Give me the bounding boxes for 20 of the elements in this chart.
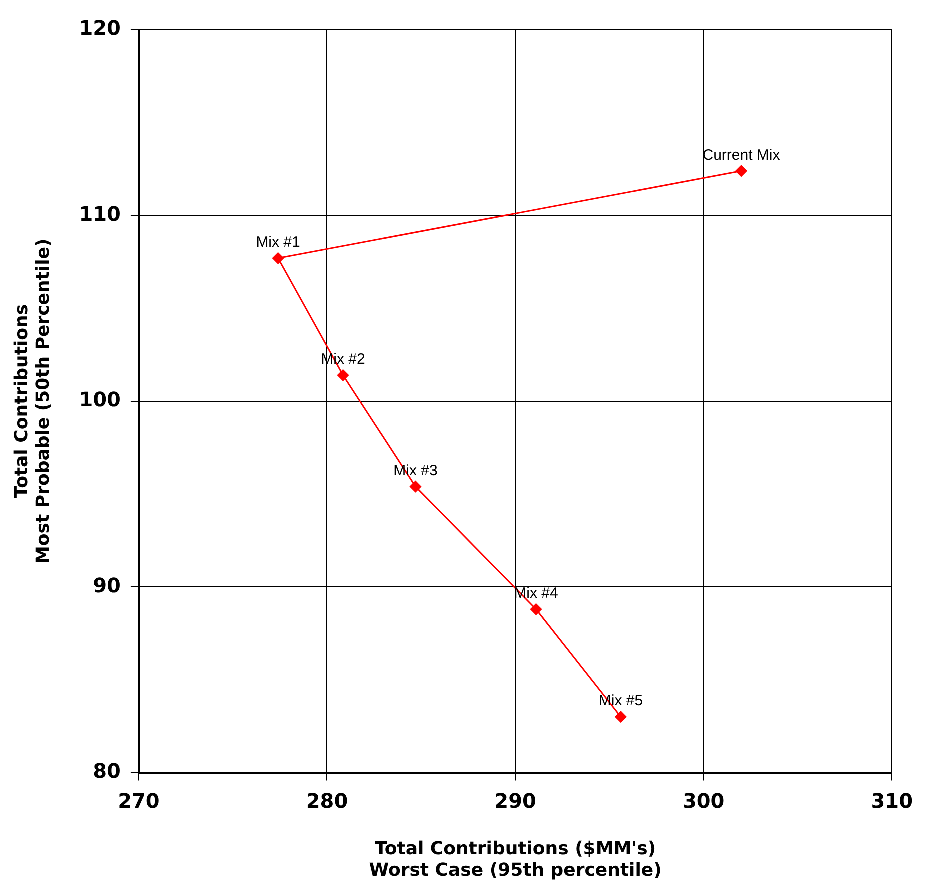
x-tick-label: 280	[306, 789, 348, 814]
point	[272, 252, 284, 264]
y-tick-label: 90	[93, 573, 121, 598]
x-axis-title: Total Contributions ($MM's) Worst Case (95th percentile)	[369, 838, 662, 881]
annotation: Current Mix	[702, 146, 781, 164]
y-axis-title: Total Contributions Most Probable (50th Percentile)	[11, 238, 54, 564]
y-tick-label: 80	[93, 759, 121, 784]
x-tick-label: 300	[682, 789, 725, 814]
point	[338, 370, 349, 382]
y-tick-label: 100	[79, 388, 121, 412]
annotation: Mix #1	[256, 234, 300, 252]
point	[615, 711, 627, 723]
x-tick-label: 310	[871, 789, 913, 814]
point	[530, 604, 542, 616]
x-tick-label: 270	[118, 789, 160, 814]
y-tick-label: 120	[79, 16, 121, 40]
y-tick-label: 110	[79, 202, 121, 226]
point	[736, 165, 748, 177]
point	[410, 481, 422, 493]
x-tick-label: 290	[494, 789, 536, 814]
